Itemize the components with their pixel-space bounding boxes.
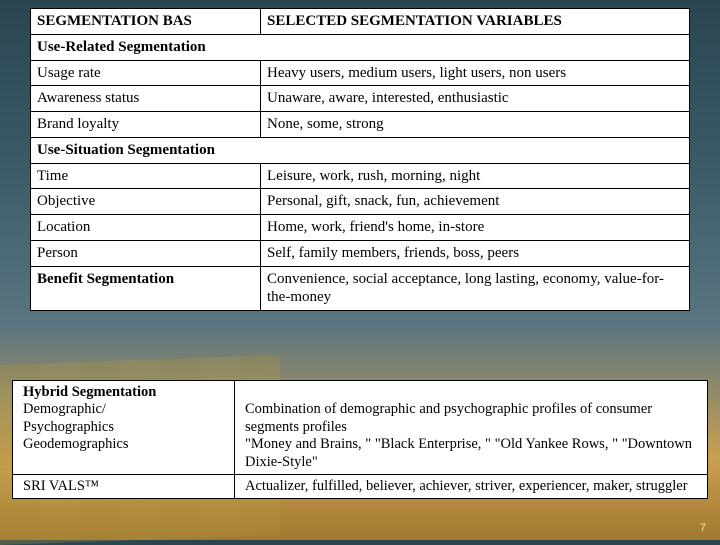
header-col1: SEGMENTATION BAS [31,9,261,35]
table-row: Objective Personal, gift, snack, fun, ac… [31,189,690,215]
row-value: Unaware, aware, interested, enthusiastic [261,86,690,112]
row-label: Person [31,240,261,266]
hybrid-line2: Demographic/ [23,401,106,417]
section-use-related: Use-Related Segmentation [31,34,690,60]
section2-title: Use-Situation Segmentation [31,137,690,163]
hybrid-row: Hybrid Segmentation Demographic/ Psychog… [13,381,708,475]
section-use-situation: Use-Situation Segmentation [31,137,690,163]
row-label: Time [31,163,261,189]
hybrid-col1: Hybrid Segmentation Demographic/ Psychog… [13,381,235,475]
row-label: Usage rate [31,60,261,86]
row-value: Home, work, friend's home, in-store [261,215,690,241]
row-value: Self, family members, friends, boss, pee… [261,240,690,266]
table-row: Brand loyalty None, some, strong [31,112,690,138]
row-value: Personal, gift, snack, fun, achievement [261,189,690,215]
header-col2: SELECTED SEGMENTATION VARIABLES [261,9,690,35]
table-row: Time Leisure, work, rush, morning, night [31,163,690,189]
srivals-value: Actualizer, fulfilled, believer, achieve… [235,474,708,498]
hybrid-title: Hybrid Segmentation [23,384,156,400]
segmentation-table-main: SEGMENTATION BAS SELECTED SEGMENTATION V… [30,8,690,311]
row-value: Heavy users, medium users, light users, … [261,60,690,86]
row-value: None, some, strong [261,112,690,138]
page-number: 7 [700,522,706,534]
table-row: Usage rate Heavy users, medium users, li… [31,60,690,86]
benefit-value: Convenience, social acceptance, long las… [261,266,690,311]
srivals-label: SRI VALS™ [13,474,235,498]
hybrid-col2: Combination of demographic and psychogra… [235,381,708,475]
row-label: Awareness status [31,86,261,112]
hybrid-line3: Psychographics [23,419,114,435]
table-row: Awareness status Unaware, aware, interes… [31,86,690,112]
row-label: Objective [31,189,261,215]
hybrid-line4: Geodemographics [23,436,129,452]
srivals-row: SRI VALS™ Actualizer, fulfilled, believe… [13,474,708,498]
row-label: Brand loyalty [31,112,261,138]
benefit-label: Benefit Segmentation [31,266,261,311]
table-row: Location Home, work, friend's home, in-s… [31,215,690,241]
row-value: Leisure, work, rush, morning, night [261,163,690,189]
row-label: Location [31,215,261,241]
table-header-row: SEGMENTATION BAS SELECTED SEGMENTATION V… [31,9,690,35]
hybrid-desc2: "Money and Brains, " "Black Enterprise, … [245,436,692,469]
table-row: Person Self, family members, friends, bo… [31,240,690,266]
hybrid-desc1: Combination of demographic and psychogra… [245,401,652,434]
segmentation-table-hybrid: Hybrid Segmentation Demographic/ Psychog… [12,380,708,499]
section1-title: Use-Related Segmentation [31,34,690,60]
benefit-row: Benefit Segmentation Convenience, social… [31,266,690,311]
